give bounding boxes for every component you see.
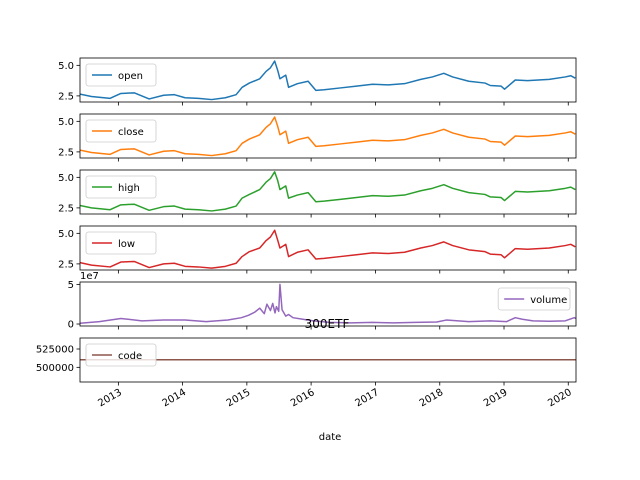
y-tick-label-high: 2.5 xyxy=(58,203,74,214)
legend-high: high xyxy=(85,175,157,199)
legend-volume: volume xyxy=(497,287,571,311)
y-tick-label-close: 5.0 xyxy=(58,117,74,128)
y-tick-label-open: 5.0 xyxy=(58,61,74,72)
legend-label-close: close xyxy=(118,127,144,138)
y-tick-label-low: 2.5 xyxy=(58,259,74,270)
legend-label-high: high xyxy=(118,183,140,194)
legend-label-volume: volume xyxy=(530,295,567,306)
series-line-open xyxy=(80,60,576,101)
legend-box-low xyxy=(85,231,157,255)
subplot-code: 500000 525000 code xyxy=(36,337,577,386)
legend-box-close xyxy=(85,119,157,143)
legend-low: low xyxy=(85,231,157,255)
subplot-frame-low xyxy=(79,225,577,271)
legend-label-code: code xyxy=(118,351,142,362)
series-line-close xyxy=(80,116,576,157)
legend-box-volume xyxy=(497,287,571,311)
subplot-low: 2.5 5.0 low xyxy=(58,225,577,274)
legend-box-high xyxy=(85,175,157,199)
legend-box-code xyxy=(85,343,157,367)
y-tick-label-close: 2.5 xyxy=(58,147,74,158)
legend-label-low: low xyxy=(118,239,135,250)
legend-close: close xyxy=(85,119,157,143)
subplot-frame-volume xyxy=(79,281,577,327)
y-tick-label-open: 2.5 xyxy=(58,91,74,102)
y-offset-text-volume: 1e7 xyxy=(80,271,99,282)
subplot-frame-high xyxy=(79,169,577,215)
legend-open: open xyxy=(85,63,157,87)
y-tick-label-low: 5.0 xyxy=(58,229,74,240)
chart-title: 300ETF xyxy=(305,317,350,331)
legend-box-open xyxy=(85,63,157,87)
y-tick-label-volume: 0 xyxy=(68,320,74,331)
subplot-open: 2.5 5.0 open xyxy=(58,57,577,106)
subplot-high: 2.5 5.0 high xyxy=(58,169,577,218)
series-line-low xyxy=(80,229,576,269)
subplot-frame-close xyxy=(79,113,577,159)
y-tick-label-volume: 5 xyxy=(68,280,74,291)
y-tick-label-code: 500000 xyxy=(36,363,74,374)
y-tick-label-high: 5.0 xyxy=(58,173,74,184)
y-tick-label-code: 525000 xyxy=(36,345,74,356)
legend-label-open: open xyxy=(118,71,143,82)
subplot-panels: 2.5 5.0 open 2.5 5.0 close 2.5 5.0 high 2.5 5.0 low… xyxy=(36,57,577,386)
subplot-frame-code xyxy=(79,337,577,383)
subplot-volume: 0 5 1e7 volume xyxy=(68,271,577,331)
x-axis-title: date xyxy=(319,432,342,443)
series-line-volume xyxy=(80,283,576,324)
subplot-frame-open xyxy=(79,57,577,103)
series-line-high xyxy=(80,171,576,212)
subplot-close: 2.5 5.0 close xyxy=(58,113,577,162)
legend-code: code xyxy=(85,343,157,367)
